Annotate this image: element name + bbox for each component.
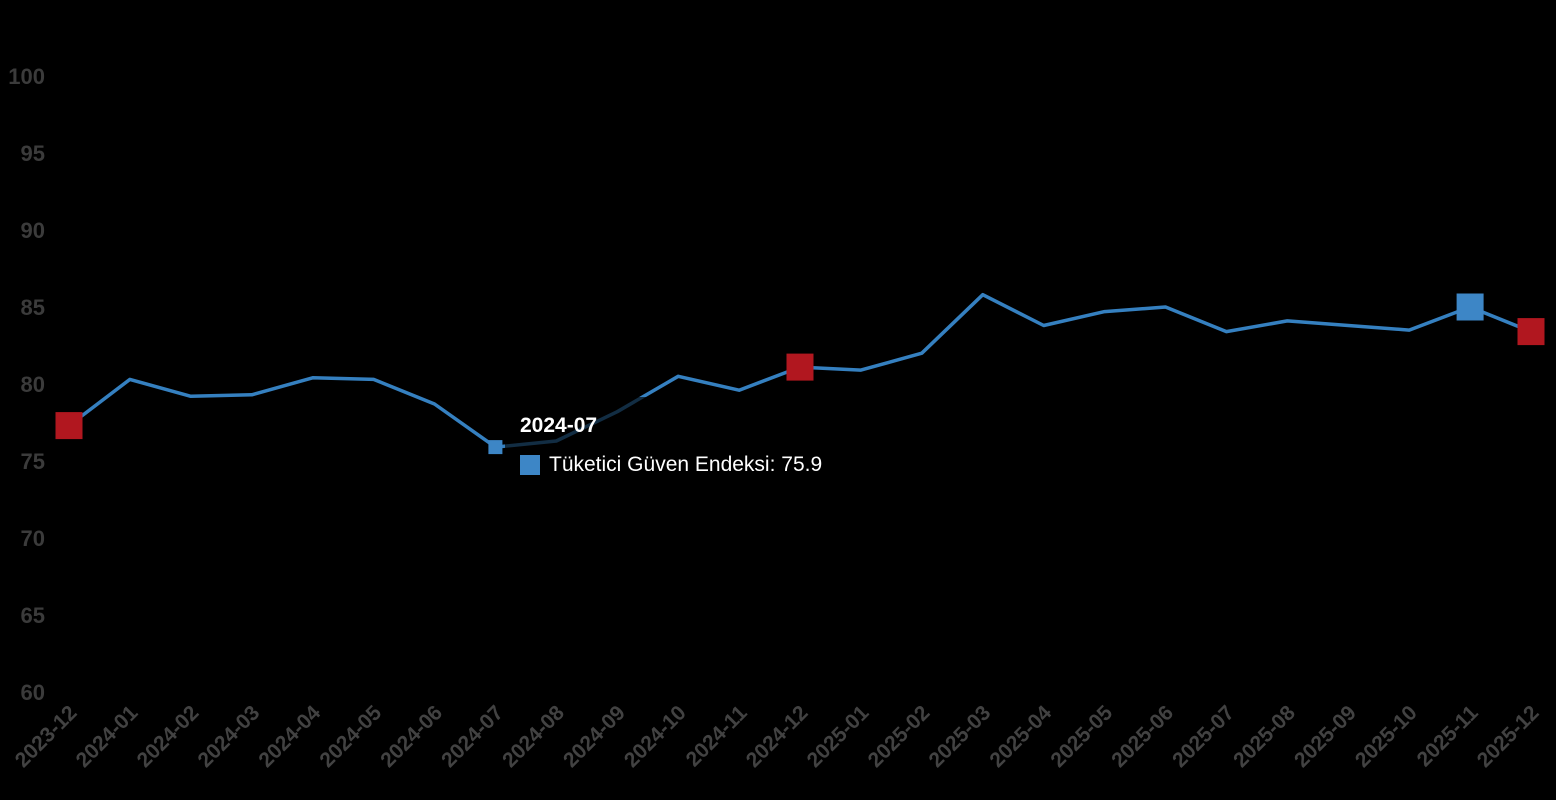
x-axis-label: 2024-11: [682, 701, 752, 771]
x-axis-label: 2024-06: [376, 701, 447, 772]
data-point-marker-2024-12[interactable]: [786, 353, 814, 381]
x-axis-label: 2024-10: [620, 701, 691, 772]
x-axis-label: 2024-04: [254, 701, 325, 772]
x-axis-label: 2025-05: [1046, 701, 1117, 772]
data-point-marker-2025-12[interactable]: [1517, 318, 1545, 346]
y-axis-label: 70: [21, 526, 45, 551]
y-axis-label: 60: [21, 680, 45, 705]
y-axis-label: 65: [21, 603, 45, 628]
x-axis-label: 2025-04: [985, 701, 1056, 772]
x-axis-label: 2025-06: [1107, 701, 1178, 772]
series-swatch-icon: [520, 455, 540, 475]
x-axis-label: 2024-03: [194, 701, 265, 772]
x-axis-label: 2024-12: [742, 701, 813, 772]
y-axis-label: 80: [21, 372, 45, 397]
x-axis-label: 2024-05: [315, 701, 386, 772]
y-axis-label: 90: [21, 218, 45, 243]
x-axis-label: 2025-07: [1168, 701, 1239, 772]
tooltip: 2024-07 Tüketici Güven Endeksi: 75.9: [505, 397, 843, 493]
y-axis-label: 85: [21, 295, 45, 320]
x-axis-label: 2025-09: [1290, 701, 1361, 772]
x-axis-label: 2025-02: [864, 701, 935, 772]
tooltip-date: 2024-07: [520, 414, 598, 437]
x-axis-label: 2024-01: [72, 701, 143, 772]
x-axis-label: 2025-01: [803, 701, 874, 772]
x-axis-label: 2024-02: [133, 701, 204, 772]
data-point-marker-2025-11[interactable]: [1456, 293, 1484, 321]
tooltip-series-value: Tüketici Güven Endeksi: 75.9: [549, 453, 823, 476]
x-axis-label: 2025-12: [1473, 701, 1544, 772]
x-axis-label: 2024-07: [437, 701, 508, 772]
data-point-marker-2024-07[interactable]: [488, 440, 503, 455]
y-axis-label: 100: [8, 64, 45, 89]
x-axis-label: 2024-09: [559, 701, 630, 772]
y-axis-label: 95: [21, 141, 45, 166]
x-axis-label: 2025-03: [925, 701, 996, 772]
y-axis-label: 75: [21, 449, 45, 474]
x-axis-label: 2025-11: [1413, 701, 1483, 771]
x-axis-label: 2025-08: [1229, 701, 1300, 772]
tooltip-series-row: Tüketici Güven Endeksi: 75.9: [520, 453, 822, 477]
x-axis-label: 2025-10: [1351, 701, 1422, 772]
data-point-marker-2023-12[interactable]: [55, 412, 83, 440]
x-axis-label: 2024-08: [498, 701, 569, 772]
x-axis-label: 2023-12: [11, 701, 82, 772]
